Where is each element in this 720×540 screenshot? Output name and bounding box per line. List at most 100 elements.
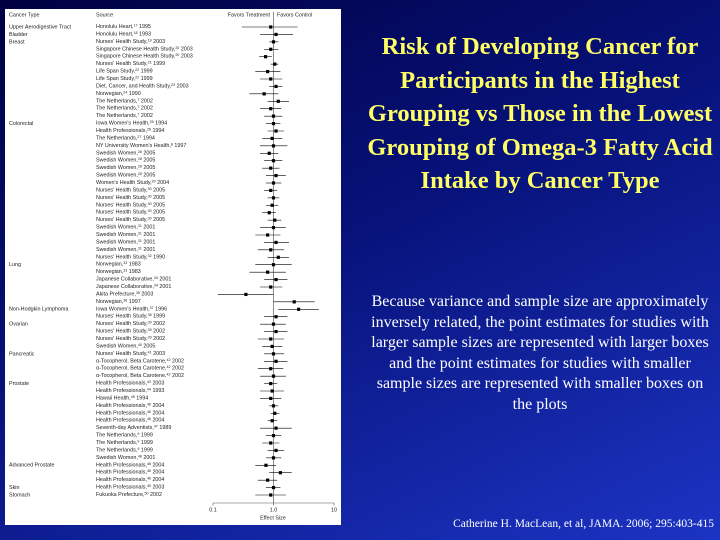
source-year: 1989 <box>159 426 171 432</box>
source-ref: 7 <box>137 98 139 102</box>
source-name: Nurses' Health Study, <box>96 218 148 224</box>
source-label: Swedish Women,28 2005 <box>96 157 155 164</box>
point-estimate <box>276 255 280 259</box>
source-ref: 7 <box>137 113 139 117</box>
source-label: The Netherlands,27 1994 <box>96 135 155 142</box>
source-ref: 30 <box>148 202 152 206</box>
point-estimate <box>274 315 278 319</box>
source-year: 2001 <box>143 225 155 231</box>
source-ref: 42 <box>167 358 171 362</box>
source-label: Health Professionals,49 2003 <box>96 484 164 491</box>
source-ref: 39 <box>148 335 152 339</box>
point-estimate <box>271 159 276 163</box>
source-label: α-Tocopherol, Beta Carotene,42 2002 <box>96 373 184 380</box>
point-estimate <box>274 240 278 245</box>
source-label: Life Span Study,22 1999 <box>96 68 153 75</box>
source-year: 2005 <box>143 166 155 172</box>
source-year: 2005 <box>153 210 165 216</box>
group-header: Cancer Type <box>9 12 39 18</box>
source-name: Japanese Collaborative, <box>96 277 154 283</box>
citation: Catherine H. MacLean, et al, JAMA. 2006;… <box>453 518 714 530</box>
source-name: Swedish Women, <box>96 247 138 253</box>
source-ref: 44 <box>147 387 151 391</box>
source-label: Iowa Women's Health,25 1994 <box>96 120 167 127</box>
point-estimate <box>271 456 276 460</box>
source-name: Nurses' Health Study, <box>96 39 148 45</box>
point-estimate <box>274 32 278 37</box>
source-label: Health Professionals,44 1993 <box>96 387 164 394</box>
point-estimate <box>271 322 276 326</box>
source-ref: 22 <box>135 75 139 79</box>
source-year: 1983 <box>129 270 141 276</box>
source-ref: 28 <box>138 165 142 169</box>
source-name: Swedish Women, <box>96 166 138 172</box>
source-ref: 20 <box>175 53 179 57</box>
source-label: Nurses' Health Study,30 2005 <box>96 202 165 209</box>
source-year: 2003 <box>153 39 165 45</box>
source-ref: 33 <box>123 261 127 265</box>
source-ref: 46 <box>147 402 151 406</box>
source-label: Nurses' Health Study,19 2003 <box>96 38 165 45</box>
point-estimate <box>271 352 276 356</box>
source-name: Norwegian, <box>96 270 124 276</box>
forest-plot: Cancer Type Source Favors Treatment Favo… <box>5 9 341 525</box>
source-year: 2003 <box>181 47 193 53</box>
point-estimate <box>274 84 278 89</box>
source-name: Swedish Women, <box>96 240 138 246</box>
source-ref: 49 <box>147 484 151 488</box>
source-label: Singapore Chinese Health Study,20 2003 <box>96 53 193 60</box>
source-label: Swedish Women,28 2005 <box>96 172 155 179</box>
point-estimate <box>271 263 276 267</box>
source-ref: 41 <box>148 350 152 354</box>
point-estimate <box>269 107 273 111</box>
source-year: 2005 <box>153 195 165 201</box>
point-estimate <box>269 248 273 252</box>
group-label: Advanced Prostate <box>9 463 55 469</box>
source-ref: 31 <box>138 231 142 235</box>
x-tick-label: 0.1 <box>209 507 217 513</box>
point-estimate <box>266 478 270 482</box>
source-label: Health Professionals,26 1994 <box>96 127 164 134</box>
point-estimate <box>274 448 278 453</box>
source-ref: 28 <box>138 157 142 161</box>
group-label: Non-Hodgkin Lymphoma <box>9 307 68 313</box>
source-ref: 20 <box>175 46 179 50</box>
source-year: 2002 <box>172 366 184 372</box>
source-label: Swedish Women,28 2005 <box>96 150 155 157</box>
source-ref: 48 <box>138 454 142 458</box>
source-ref: 42 <box>167 365 171 369</box>
source-name: Japanese Collaborative, <box>96 284 154 290</box>
source-label: Health Professionals,46 2004 <box>96 469 164 476</box>
source-year: 2004 <box>152 418 164 424</box>
source-name: Health Professionals, <box>96 128 147 134</box>
point-estimate <box>273 218 277 222</box>
source-year: 2004 <box>152 411 164 417</box>
source-year: 2004 <box>157 180 169 186</box>
x-axis-label: Effect Size <box>260 515 286 521</box>
source-ref: 22 <box>135 68 139 72</box>
source-name: The Netherlands, <box>96 440 138 446</box>
source-ref: 30 <box>148 187 152 191</box>
source-year: 2005 <box>153 188 165 194</box>
point-estimate <box>266 233 270 237</box>
source-name: Nurses' Health Study, <box>96 322 148 328</box>
source-name: The Netherlands, <box>96 114 138 120</box>
source-ref: 46 <box>147 469 151 473</box>
source-ref: 47 <box>154 425 158 429</box>
source-label: Nurses' Health Study,30 2005 <box>96 187 165 194</box>
point-estimate <box>269 47 273 51</box>
source-year: 2003 <box>153 351 165 357</box>
source-ref: 31 <box>138 224 142 228</box>
source-year: 1983 <box>129 262 141 268</box>
source-year: 1999 <box>141 76 153 82</box>
point-estimate <box>274 426 278 430</box>
point-estimate <box>269 337 273 341</box>
source-year: 1993 <box>152 388 164 394</box>
group-label: Prostate <box>9 381 29 387</box>
source-label: The Netherlands,7 2002 <box>96 113 153 120</box>
source-label: Nurses' Health Study,30 2005 <box>96 209 165 216</box>
point-estimate <box>270 203 274 207</box>
source-ref: 30 <box>148 194 152 198</box>
group-label: Upper Aerodigestive Tract <box>9 24 72 30</box>
source-name: Singapore Chinese Health Study, <box>96 47 176 53</box>
